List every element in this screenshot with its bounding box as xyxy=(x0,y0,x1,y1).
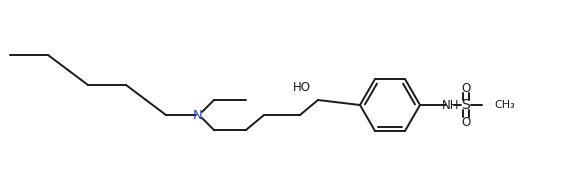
Text: O: O xyxy=(462,116,470,129)
Text: N: N xyxy=(193,109,203,122)
Text: S: S xyxy=(462,98,470,112)
Text: CH₃: CH₃ xyxy=(494,100,515,110)
Text: O: O xyxy=(462,82,470,94)
Text: NH: NH xyxy=(442,98,459,111)
Text: HO: HO xyxy=(293,80,311,93)
